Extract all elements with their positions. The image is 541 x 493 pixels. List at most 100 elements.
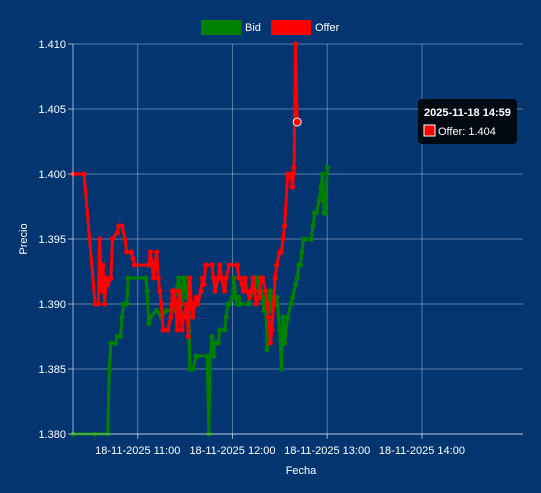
data-point-offer[interactable] [122, 236, 128, 242]
data-point-offer[interactable] [221, 288, 228, 294]
data-point-bid[interactable] [144, 288, 150, 294]
data-point-bid[interactable] [217, 327, 223, 333]
data-point-bid[interactable] [308, 236, 315, 242]
data-point-bid[interactable] [310, 223, 316, 229]
data-point-offer[interactable] [234, 262, 240, 268]
data-point-offer[interactable] [263, 288, 269, 294]
data-point-bid[interactable] [154, 307, 160, 314]
data-point-offer[interactable] [158, 301, 165, 307]
data-point-offer[interactable] [226, 262, 232, 268]
data-point-bid[interactable] [231, 275, 237, 281]
data-point-offer[interactable] [209, 262, 215, 268]
data-point-bid[interactable] [245, 301, 251, 307]
data-point-bid[interactable] [113, 340, 119, 346]
data-point-bid[interactable] [117, 333, 123, 340]
data-point-bid[interactable] [180, 275, 187, 281]
data-point-offer[interactable] [119, 223, 125, 229]
data-point-offer[interactable] [154, 249, 160, 255]
data-point-offer[interactable] [176, 288, 182, 294]
data-point-bid[interactable] [281, 340, 288, 346]
data-point-offer[interactable] [114, 229, 120, 236]
data-point-offer[interactable] [201, 281, 207, 288]
data-point-bid[interactable] [323, 210, 329, 216]
data-point-offer[interactable] [210, 275, 217, 281]
data-point-offer[interactable] [174, 327, 180, 333]
data-point-bid[interactable] [318, 184, 324, 190]
data-point-offer[interactable] [281, 223, 288, 229]
data-point-bid[interactable] [221, 327, 228, 333]
data-point-bid[interactable] [106, 366, 112, 372]
data-point-bid[interactable] [210, 353, 217, 359]
data-point-offer[interactable] [173, 301, 179, 307]
data-point-bid[interactable] [294, 275, 300, 281]
data-point-bid[interactable] [125, 275, 131, 281]
data-point-bid[interactable] [277, 327, 283, 333]
data-point-bid[interactable] [215, 340, 221, 346]
data-point-offer[interactable] [81, 171, 87, 177]
data-point-offer[interactable] [193, 294, 199, 301]
data-point-offer[interactable] [150, 275, 157, 281]
data-point-offer[interactable] [264, 301, 270, 307]
data-point-offer[interactable] [185, 333, 191, 340]
data-point-offer[interactable] [289, 184, 296, 190]
data-point-offer[interactable] [242, 275, 248, 281]
data-point-offer[interactable] [199, 275, 206, 281]
data-point-bid[interactable] [267, 288, 273, 294]
data-point-offer[interactable] [198, 288, 204, 294]
data-point-offer[interactable] [168, 314, 174, 320]
data-point-offer[interactable] [155, 275, 161, 281]
data-point-offer[interactable] [251, 288, 258, 294]
data-point-offer[interactable] [124, 249, 130, 255]
data-point-offer[interactable] [278, 249, 285, 255]
data-point-offer[interactable] [203, 262, 209, 268]
data-point-offer[interactable] [187, 275, 193, 281]
legend-item-offer[interactable]: Offer [271, 20, 340, 35]
data-point-offer[interactable] [130, 255, 136, 262]
data-point-offer[interactable] [256, 294, 262, 301]
data-point-offer[interactable] [269, 327, 275, 333]
data-point-offer[interactable] [179, 327, 185, 333]
legend-item-bid[interactable]: Bid [201, 20, 261, 35]
data-point-offer[interactable] [195, 301, 201, 307]
data-point-bid[interactable] [288, 301, 294, 307]
data-point-offer[interactable] [223, 275, 229, 281]
data-point-bid[interactable] [143, 275, 149, 281]
data-point-offer[interactable] [160, 327, 166, 333]
data-point-bid[interactable] [108, 340, 114, 346]
data-point-bid[interactable] [297, 262, 303, 268]
data-point-bid[interactable] [119, 314, 125, 320]
data-point-bid[interactable] [124, 301, 130, 307]
data-point-bid[interactable] [313, 210, 319, 216]
data-point-bid[interactable] [193, 353, 199, 359]
highlighted-point[interactable] [292, 117, 302, 127]
data-point-offer[interactable] [105, 281, 111, 288]
data-point-bid[interactable] [324, 164, 330, 171]
data-point-bid[interactable] [293, 281, 299, 288]
data-point-offer[interactable] [100, 262, 106, 268]
data-point-offer[interactable] [180, 314, 187, 320]
data-point-bid[interactable] [319, 171, 326, 177]
data-point-offer[interactable] [147, 249, 153, 255]
data-point-offer[interactable] [98, 288, 105, 294]
data-point-offer[interactable] [272, 275, 278, 281]
data-point-offer[interactable] [217, 262, 223, 268]
data-point-bid[interactable] [302, 236, 308, 242]
data-point-offer[interactable] [218, 275, 225, 281]
data-point-offer[interactable] [253, 301, 259, 307]
data-point-bid[interactable] [237, 301, 243, 307]
data-point-offer[interactable] [266, 314, 272, 320]
data-point-bid[interactable] [163, 307, 169, 314]
data-point-offer[interactable] [250, 275, 256, 281]
data-point-offer[interactable] [97, 236, 103, 242]
data-point-offer[interactable] [128, 249, 135, 255]
data-point-bid[interactable] [190, 366, 196, 372]
data-point-bid[interactable] [147, 314, 153, 320]
data-point-offer[interactable] [165, 327, 171, 333]
data-point-bid[interactable] [261, 307, 267, 314]
data-point-bid[interactable] [285, 314, 291, 320]
data-point-bid[interactable] [176, 275, 182, 281]
data-point-offer[interactable] [259, 275, 266, 281]
data-point-offer[interactable] [101, 301, 108, 307]
data-point-offer[interactable] [131, 262, 138, 268]
data-point-offer[interactable] [177, 301, 183, 307]
